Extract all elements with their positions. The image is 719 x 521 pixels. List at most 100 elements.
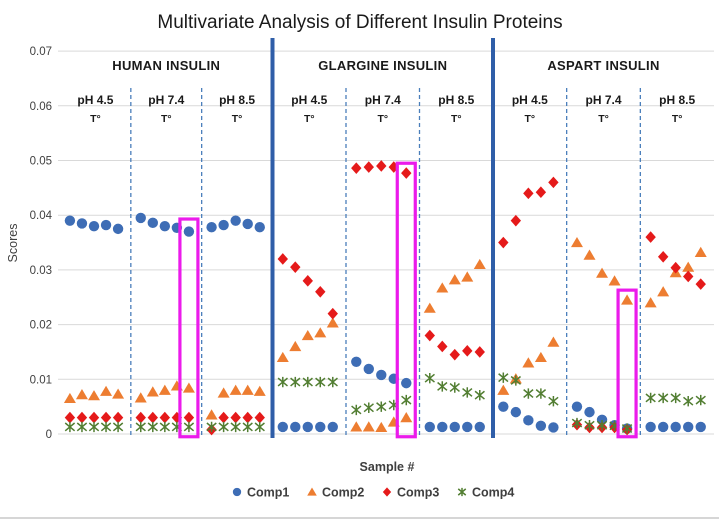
data-point-comp3 [351, 162, 362, 174]
legend-item-comp2: Comp2 [307, 486, 364, 500]
data-point-comp4 [596, 420, 608, 431]
data-point-comp1 [462, 421, 473, 433]
data-point-comp2 [400, 411, 413, 423]
data-point-comp2 [182, 382, 195, 393]
data-point-comp1 [327, 421, 338, 433]
data-point-comp3 [683, 270, 694, 283]
y-tick-label: 0.07 [30, 46, 52, 58]
data-point-comp4 [621, 423, 633, 434]
data-point-comp4 [683, 395, 694, 407]
data-point-comp2 [682, 261, 695, 272]
y-tick-label: 0.06 [30, 101, 52, 113]
data-point-comp1 [424, 421, 435, 433]
data-point-comp3 [376, 160, 387, 172]
data-point-comp1 [695, 421, 706, 433]
data-point-comp1 [670, 421, 681, 433]
data-point-comp3 [363, 161, 374, 173]
asterisk-legend-icon [457, 487, 467, 497]
data-point-comp1 [112, 223, 124, 235]
data-point-comp3 [449, 348, 460, 361]
legend-item-comp4: Comp4 [457, 486, 514, 500]
y-tick-label: 0.03 [30, 265, 52, 277]
data-point-comp1 [523, 415, 534, 426]
y-tick-label: 0.01 [30, 374, 52, 386]
temperature-label: T° [672, 113, 683, 125]
temperature-label: T° [377, 113, 388, 125]
data-point-comp1 [645, 421, 656, 433]
data-point-comp1 [376, 369, 387, 381]
data-point-comp2 [570, 236, 583, 248]
data-point-comp4 [135, 421, 146, 433]
section-header: ASPART INSULIN [547, 58, 659, 73]
data-point-comp4 [254, 421, 265, 433]
data-point-comp2 [63, 392, 76, 404]
data-point-comp1 [277, 421, 288, 433]
x-axis-title: Sample # [360, 460, 415, 474]
data-point-comp1 [437, 421, 448, 433]
data-point-comp3 [645, 231, 656, 243]
data-point-comp3 [315, 285, 326, 298]
data-point-comp1 [135, 212, 146, 224]
data-point-comp3 [302, 275, 313, 287]
legend-item-comp3: Comp3 [382, 486, 439, 500]
data-point-comp4 [449, 382, 460, 393]
data-point-comp1 [449, 421, 460, 433]
data-point-comp3 [147, 411, 158, 424]
diamond-legend-icon [382, 487, 392, 497]
temperature-label: T° [232, 113, 243, 125]
chart-title: Multivariate Analysis of Different Insul… [157, 12, 562, 33]
data-point-comp4 [462, 387, 473, 398]
circle-legend-icon [232, 487, 242, 497]
data-point-comp4 [76, 421, 88, 433]
temperature-label: T° [161, 113, 172, 125]
data-point-comp3 [327, 307, 338, 320]
data-point-comp4 [548, 395, 559, 407]
data-point-comp3 [424, 329, 435, 342]
data-point-comp4 [277, 376, 288, 388]
data-point-comp1 [183, 226, 195, 237]
ph-label: pH 4.5 [291, 93, 327, 107]
data-point-comp1 [230, 215, 241, 226]
data-point-comp4 [670, 392, 681, 404]
data-point-comp1 [498, 401, 509, 412]
data-point-comp3 [230, 411, 241, 424]
data-point-comp4 [376, 401, 387, 412]
data-point-comp3 [242, 411, 253, 424]
gridlines-layer: 0 0.01 0.02 0.03 0.04 0.05 0.06 0.07 [30, 46, 714, 441]
data-point-comp3 [218, 411, 229, 424]
data-point-comp3 [462, 345, 473, 357]
data-point-comp3 [290, 261, 301, 273]
data-point-comp1 [290, 421, 301, 433]
data-point-comp3 [498, 236, 509, 249]
data-point-comp3 [159, 411, 171, 424]
data-point-comp4 [523, 388, 534, 399]
legend-item-comp1: Comp1 [232, 486, 289, 500]
data-point-comp2 [350, 421, 363, 432]
data-point-comp3 [670, 261, 681, 274]
ph-label: pH 7.4 [585, 93, 621, 107]
temperature-label: T° [304, 113, 315, 125]
data-point-comp2 [497, 384, 510, 395]
data-point-comp1 [510, 406, 522, 418]
legend-label: Comp4 [472, 486, 514, 500]
y-tick-label: 0.05 [30, 156, 52, 168]
data-point-comp2 [694, 246, 707, 257]
data-point-comp4 [437, 381, 448, 392]
highlight-box [616, 288, 638, 439]
data-point-comp4 [88, 421, 100, 433]
data-point-comp2 [112, 388, 125, 399]
data-point-comp4 [147, 421, 158, 433]
data-point-comp4 [535, 388, 547, 399]
data-point-comp1 [64, 215, 76, 226]
data-point-comp3 [100, 411, 112, 424]
data-point-comp2 [621, 294, 634, 305]
data-point-comp3 [183, 411, 195, 424]
y-tick-label: 0 [46, 429, 52, 441]
temperature-label: T° [598, 113, 609, 125]
data-point-comp2 [158, 384, 171, 395]
data-point-comp2 [253, 385, 266, 396]
data-point-comp4 [584, 420, 595, 431]
data-point-comp4 [351, 404, 362, 416]
